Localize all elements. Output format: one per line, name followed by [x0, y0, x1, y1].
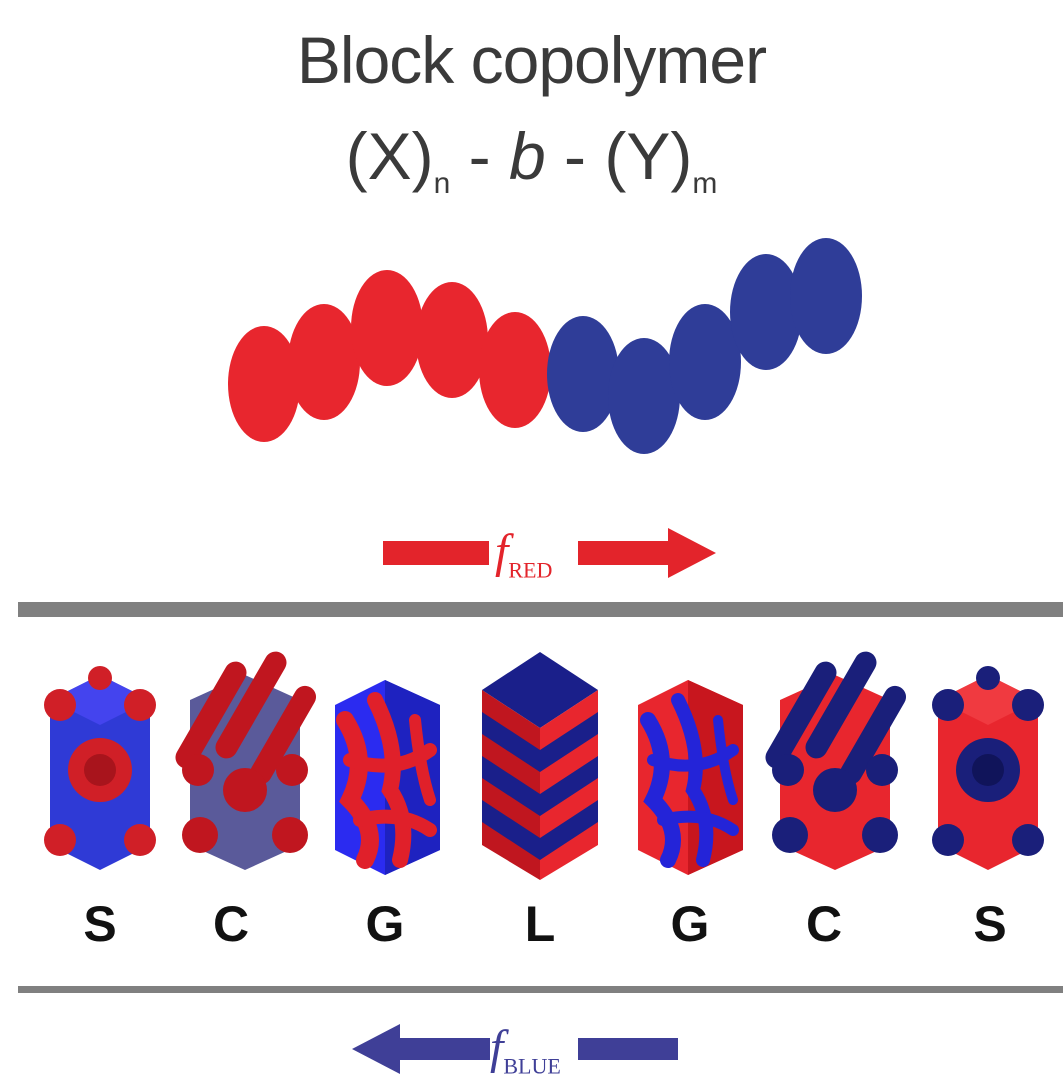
- formula-n: n: [433, 167, 451, 200]
- blue-bead: [669, 304, 741, 420]
- phase-cube-g-red: [335, 680, 440, 875]
- f-red-label: fRED: [495, 524, 552, 584]
- f-red-symbol: f: [495, 525, 509, 578]
- phase-label-4: L: [524, 896, 556, 952]
- blue-bead: [730, 254, 802, 370]
- formula-y: (Y): [604, 119, 693, 193]
- formula-sep-1: -: [450, 119, 509, 193]
- phase-cube-c-red: [175, 651, 316, 870]
- f-blue-symbol: f: [490, 1021, 504, 1074]
- phase-cube-g-blue: [638, 680, 743, 875]
- red-bead: [416, 282, 488, 398]
- phase-cube-l: [482, 652, 598, 880]
- blue-bead: [547, 316, 619, 432]
- f-red-subscript: RED: [508, 557, 553, 583]
- f-blue-arrow: [352, 1024, 678, 1074]
- f-blue-subscript: BLUE: [503, 1053, 561, 1079]
- copolymer-formula: (X)n - b - (Y)m: [0, 118, 1063, 201]
- f-blue-label: fBLUE: [490, 1020, 561, 1080]
- polymer-chain: [228, 238, 862, 454]
- phase-cube-s-red: [44, 666, 156, 870]
- blue-bead: [790, 238, 862, 354]
- phase-cube-c-blue: [765, 651, 906, 870]
- phase-label-2: C: [212, 896, 250, 952]
- phase-label-1: S: [83, 896, 117, 952]
- divider-thin: [18, 986, 1063, 993]
- phase-label-6: C: [805, 896, 843, 952]
- red-bead: [228, 326, 300, 442]
- formula-b: b: [508, 119, 546, 193]
- red-bead: [351, 270, 423, 386]
- phase-label-3: G: [365, 896, 405, 952]
- divider-thick: [18, 602, 1063, 617]
- phase-cube-s-blue: [932, 666, 1044, 870]
- red-bead: [288, 304, 360, 420]
- red-bead: [479, 312, 551, 428]
- phase-label-7: S: [973, 896, 1007, 952]
- phase-label-5: G: [670, 896, 710, 952]
- formula-sep-2: -: [545, 119, 605, 193]
- f-red-arrow: [383, 528, 716, 578]
- diagram-title: Block copolymer: [296, 23, 767, 97]
- blue-bead: [608, 338, 680, 454]
- formula-x: (X): [345, 119, 434, 193]
- formula-m: m: [692, 167, 718, 200]
